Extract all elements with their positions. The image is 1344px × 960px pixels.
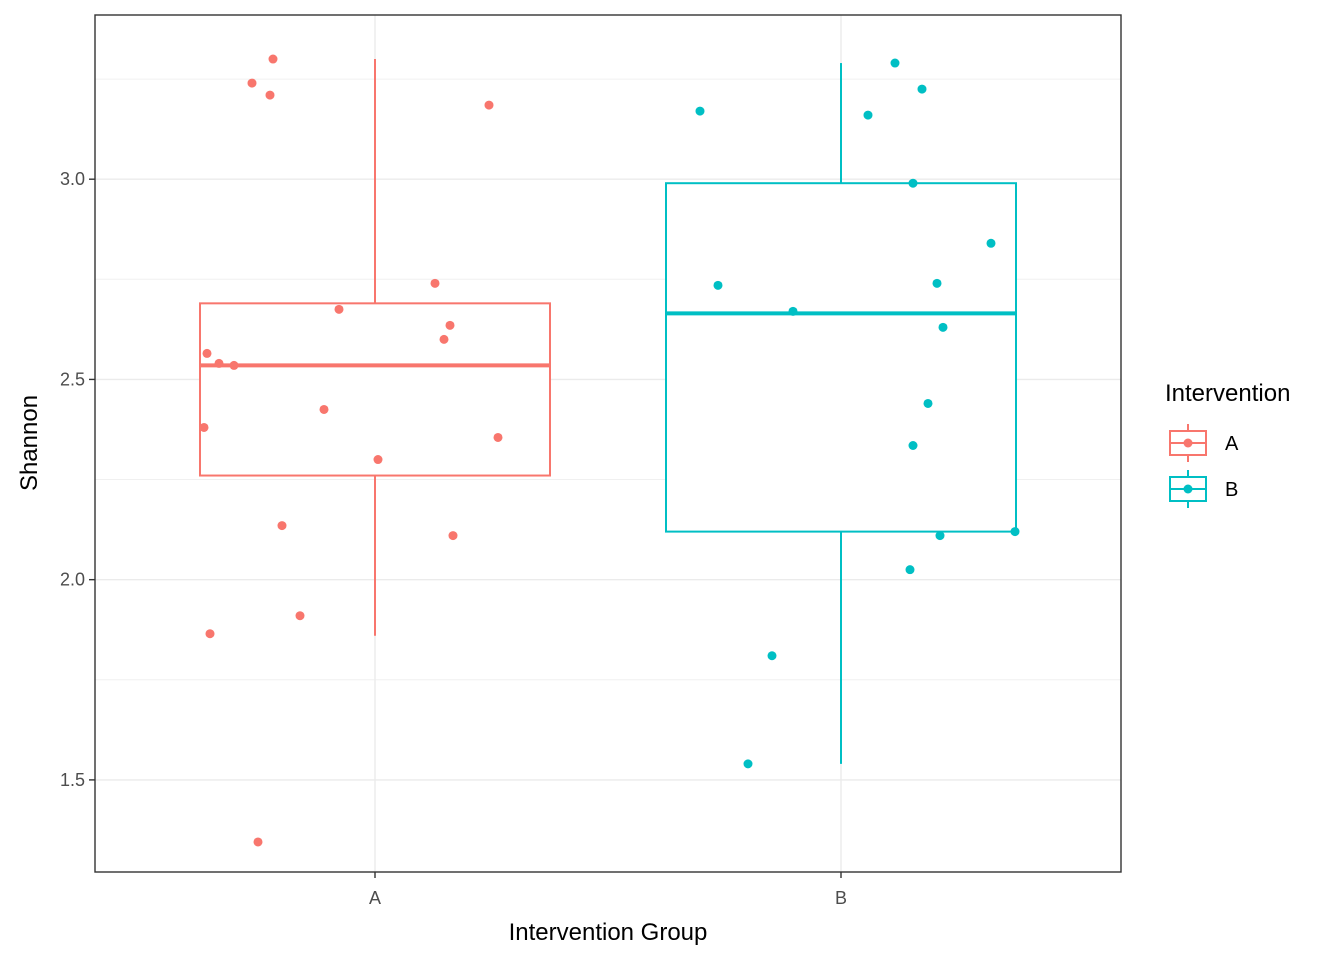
data-point bbox=[229, 360, 239, 370]
data-point bbox=[373, 455, 383, 465]
data-point bbox=[713, 280, 723, 290]
box-iqr bbox=[199, 302, 551, 477]
legend-label: B bbox=[1225, 479, 1238, 501]
data-point bbox=[199, 422, 209, 432]
data-point bbox=[908, 178, 918, 188]
data-point bbox=[214, 358, 224, 368]
data-point bbox=[767, 651, 777, 661]
x-tick-label: B bbox=[835, 888, 847, 908]
data-point bbox=[695, 106, 705, 116]
data-point bbox=[863, 110, 873, 120]
data-point bbox=[448, 531, 458, 541]
x-axis-title: Intervention Group bbox=[509, 919, 708, 946]
x-tick-label: A bbox=[369, 888, 381, 908]
data-point bbox=[743, 759, 753, 769]
data-point bbox=[923, 398, 933, 408]
data-point bbox=[439, 334, 449, 344]
data-point bbox=[202, 348, 212, 358]
data-point bbox=[908, 441, 918, 451]
legend-title: Intervention bbox=[1165, 380, 1290, 407]
data-point bbox=[1010, 527, 1020, 537]
legend-key-point bbox=[1183, 484, 1193, 494]
data-point bbox=[205, 629, 215, 639]
data-point bbox=[905, 565, 915, 575]
data-point bbox=[319, 404, 329, 414]
data-point bbox=[788, 306, 798, 316]
data-point bbox=[935, 531, 945, 541]
data-point bbox=[334, 304, 344, 314]
data-point bbox=[932, 278, 942, 288]
data-point bbox=[253, 837, 263, 847]
legend-label: A bbox=[1225, 433, 1239, 455]
y-axis-title: Shannon bbox=[16, 395, 43, 491]
data-point bbox=[277, 521, 287, 531]
data-point bbox=[484, 100, 494, 110]
legend-key-point bbox=[1183, 438, 1193, 448]
y-tick-label: 2.0 bbox=[60, 570, 85, 590]
data-point bbox=[890, 58, 900, 68]
data-point bbox=[493, 432, 503, 442]
jitter-points bbox=[199, 54, 1020, 847]
axes: 1.5 2.0 2.5 3.0 A B bbox=[60, 169, 847, 908]
data-point bbox=[430, 278, 440, 288]
data-point bbox=[445, 320, 455, 330]
legend: AB bbox=[1169, 424, 1239, 508]
data-point bbox=[938, 322, 948, 332]
data-point bbox=[986, 238, 996, 248]
data-point bbox=[295, 611, 305, 621]
data-point bbox=[265, 90, 275, 100]
y-tick-label: 2.5 bbox=[60, 369, 85, 389]
y-tick-label: 3.0 bbox=[60, 169, 85, 189]
y-tick-label: 1.5 bbox=[60, 770, 85, 790]
box-iqr bbox=[665, 182, 1017, 533]
data-point bbox=[268, 54, 278, 64]
data-point bbox=[247, 78, 257, 88]
panel-border bbox=[94, 14, 1122, 873]
data-point bbox=[917, 84, 927, 94]
box-layer bbox=[199, 59, 1017, 764]
